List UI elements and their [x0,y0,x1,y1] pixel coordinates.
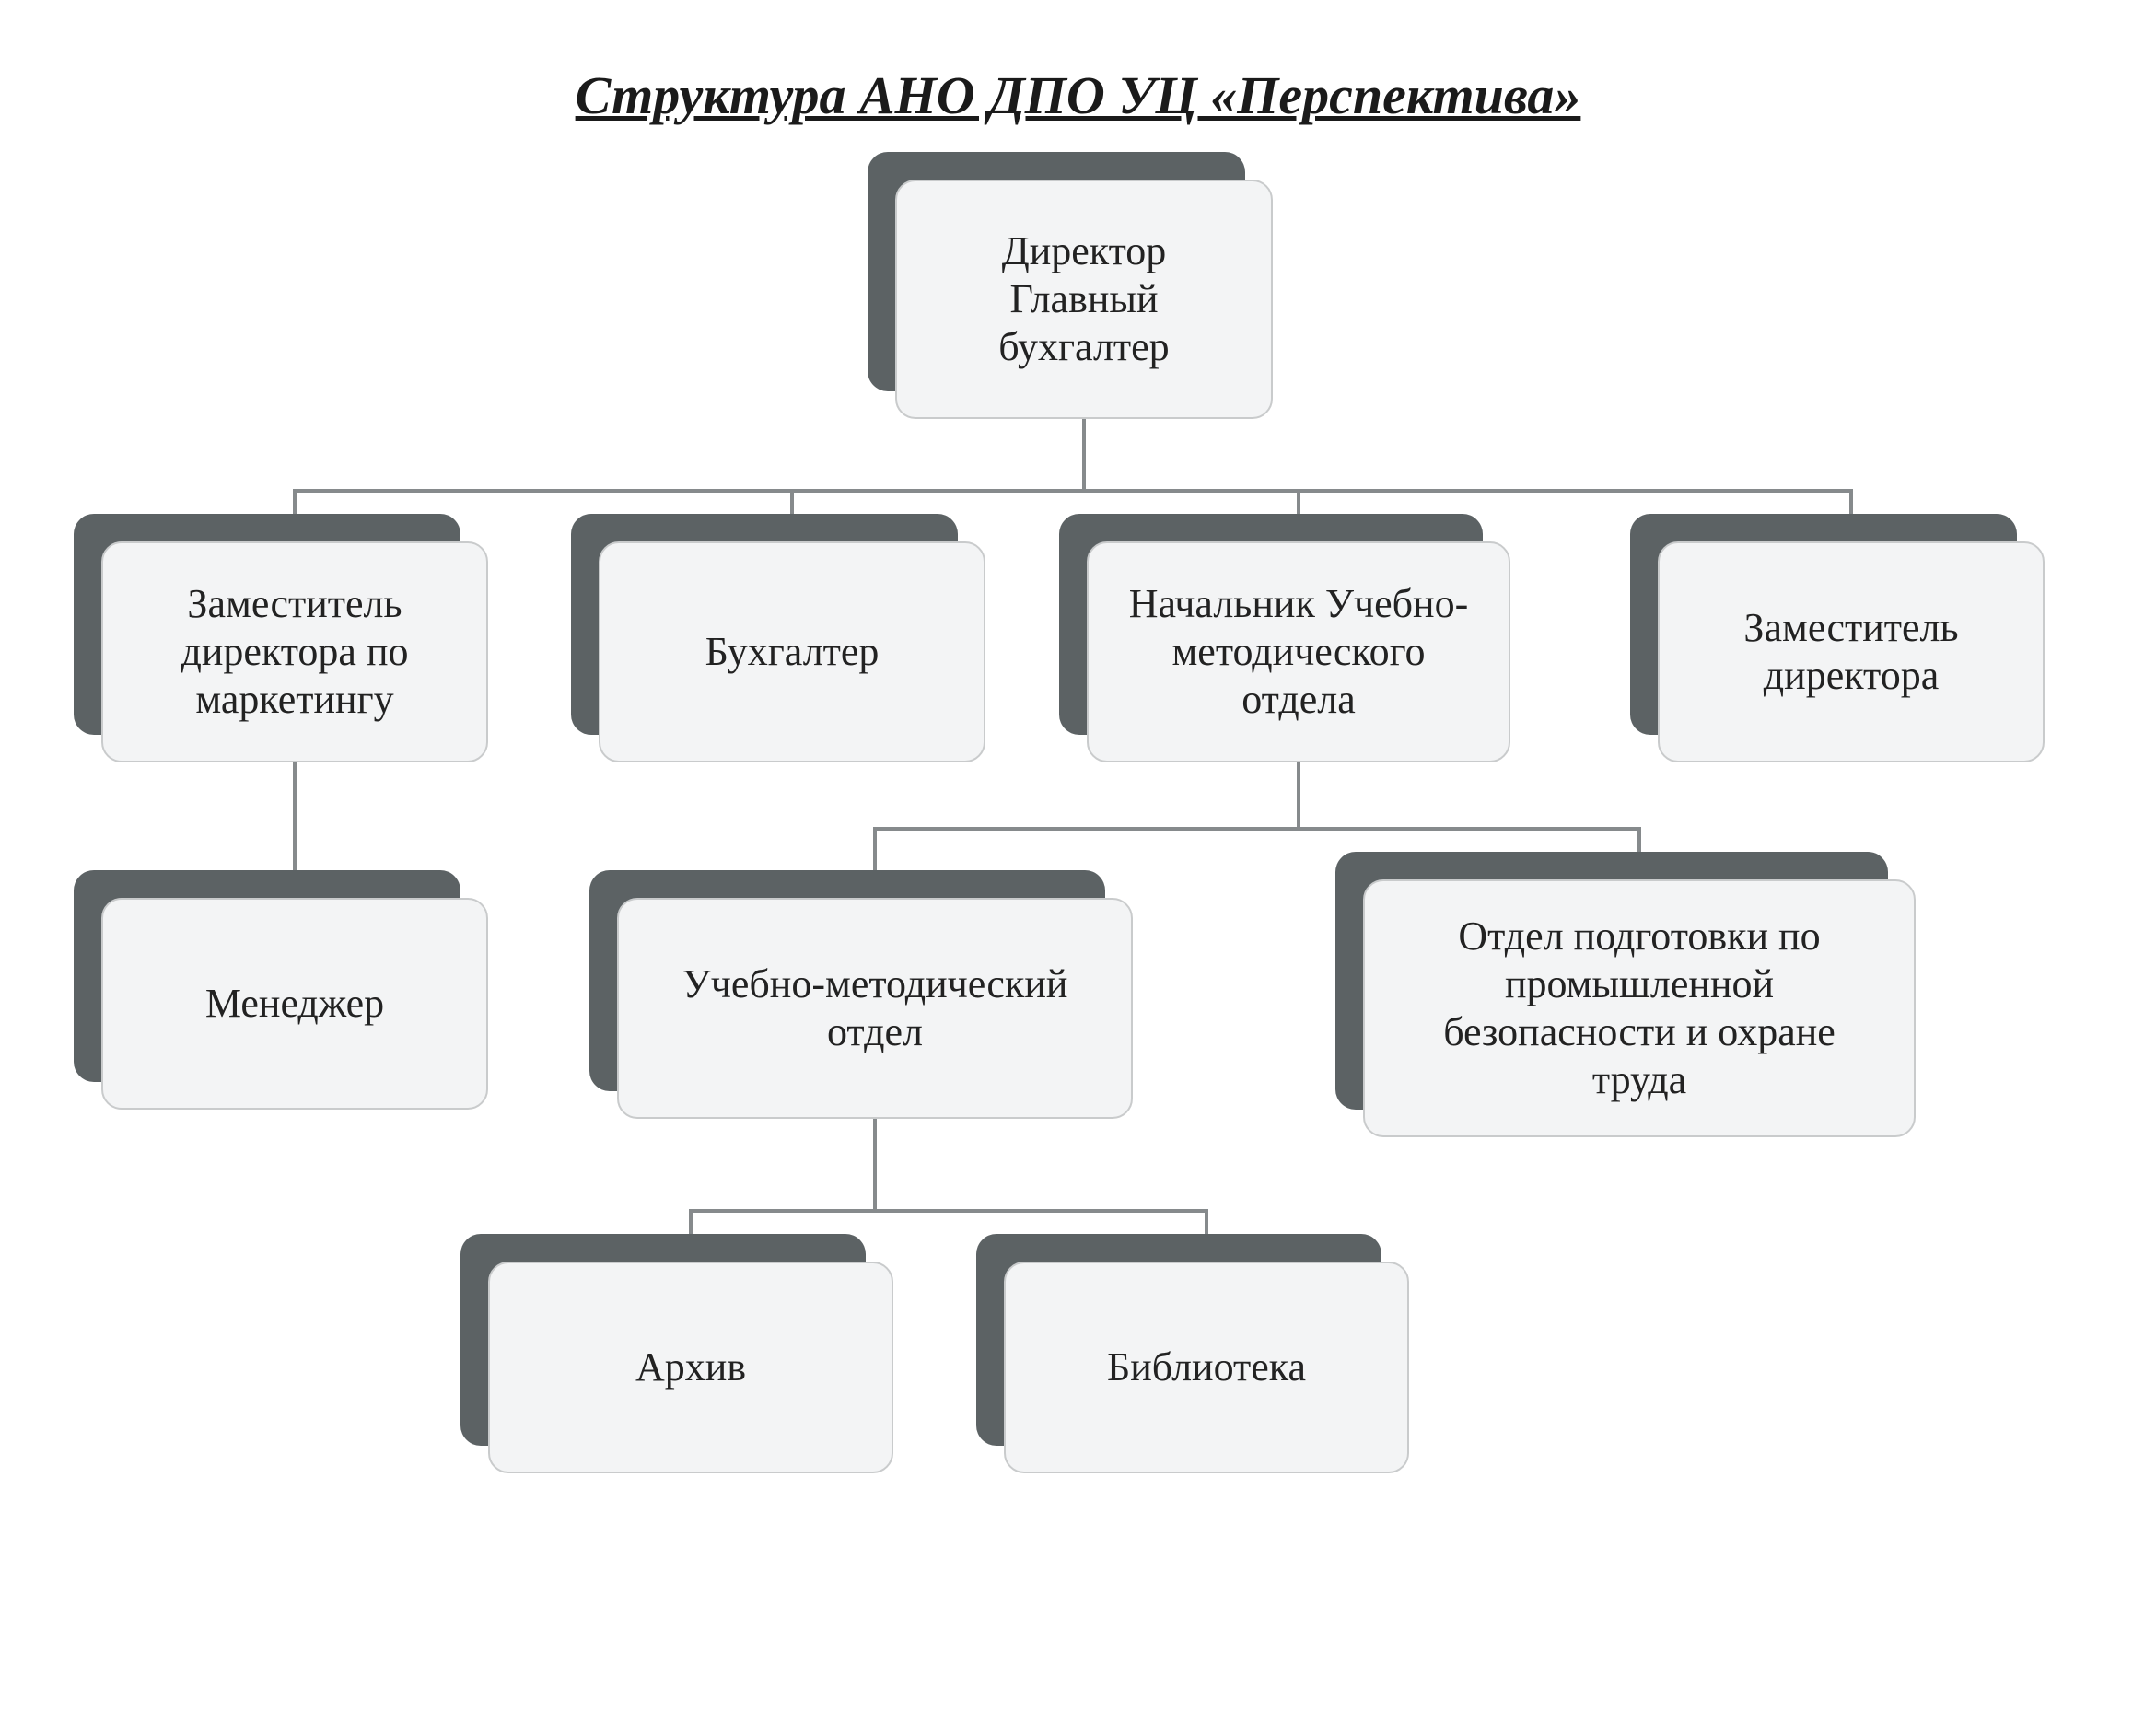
org-node-front: Библиотека [1004,1262,1409,1473]
org-node-label: труда [1592,1056,1686,1104]
org-node-label: отдел [827,1008,923,1056]
org-node-front: ДиректорГлавныйбухгалтер [895,180,1273,419]
org-node-front: Начальник Учебно-методическогоотдела [1087,541,1510,762]
org-node-library: Библиотека [976,1234,1409,1473]
org-node-label: бухгалтер [998,323,1169,371]
page-title: Структура АНО ДПО УЦ «Перспектива» [0,64,2156,126]
org-node-label: Директор [1002,227,1167,275]
org-node-front: Отдел подготовки попромышленнойбезопасно… [1363,879,1916,1137]
org-node-label: директора [1764,652,1939,700]
org-node-head_umo: Начальник Учебно-методическогоотдела [1059,514,1510,762]
org-node-front: Заместительдиректора [1658,541,2045,762]
org-node-label: Начальник Учебно- [1129,580,1468,628]
org-node-archive: Архив [460,1234,893,1473]
org-node-label: Заместитель [187,580,402,628]
org-node-dep_director: Заместительдиректора [1630,514,2045,762]
org-node-label: Бухгалтер [705,628,880,676]
org-node-label: методического [1171,628,1425,676]
org-node-label: директора по [181,628,409,676]
org-chart-page: Структура АНО ДПО УЦ «Перспектива» Дирек… [0,0,2156,1710]
org-node-manager: Менеджер [74,870,488,1110]
org-node-label: Отдел подготовки по [1458,913,1820,960]
org-node-label: Менеджер [205,980,384,1028]
org-node-label: отдела [1241,676,1355,724]
org-node-label: Библиотека [1107,1344,1306,1391]
org-node-label: Архив [635,1344,746,1391]
org-node-front: Менеджер [101,898,488,1110]
org-node-front: Архив [488,1262,893,1473]
org-node-umo: Учебно-методическийотдел [589,870,1133,1119]
org-node-front: Бухгалтер [599,541,985,762]
org-node-dep_marketing: Заместительдиректора помаркетингу [74,514,488,762]
org-node-label: Учебно-методический [682,960,1068,1008]
org-node-label: маркетингу [195,676,393,724]
org-node-label: безопасности и охране [1443,1008,1836,1056]
org-node-safety_dept: Отдел подготовки попромышленнойбезопасно… [1335,852,1916,1137]
org-node-label: промышленной [1505,960,1774,1008]
org-node-root: ДиректорГлавныйбухгалтер [868,152,1273,419]
org-node-front: Учебно-методическийотдел [617,898,1133,1119]
org-node-front: Заместительдиректора помаркетингу [101,541,488,762]
org-node-accountant: Бухгалтер [571,514,985,762]
org-node-label: Главный [1009,275,1158,323]
org-node-label: Заместитель [1743,604,1958,652]
